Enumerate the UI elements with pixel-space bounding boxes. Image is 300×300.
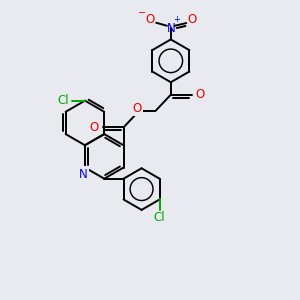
Text: O: O [187,13,196,26]
Text: O: O [132,102,141,115]
Text: Cl: Cl [57,94,69,107]
Text: N: N [79,168,88,181]
Text: O: O [195,88,205,101]
Text: −: − [138,8,146,18]
Text: N: N [167,22,175,34]
Text: +: + [173,15,180,24]
Text: Cl: Cl [154,211,165,224]
Text: O: O [146,13,154,26]
Text: O: O [90,121,99,134]
